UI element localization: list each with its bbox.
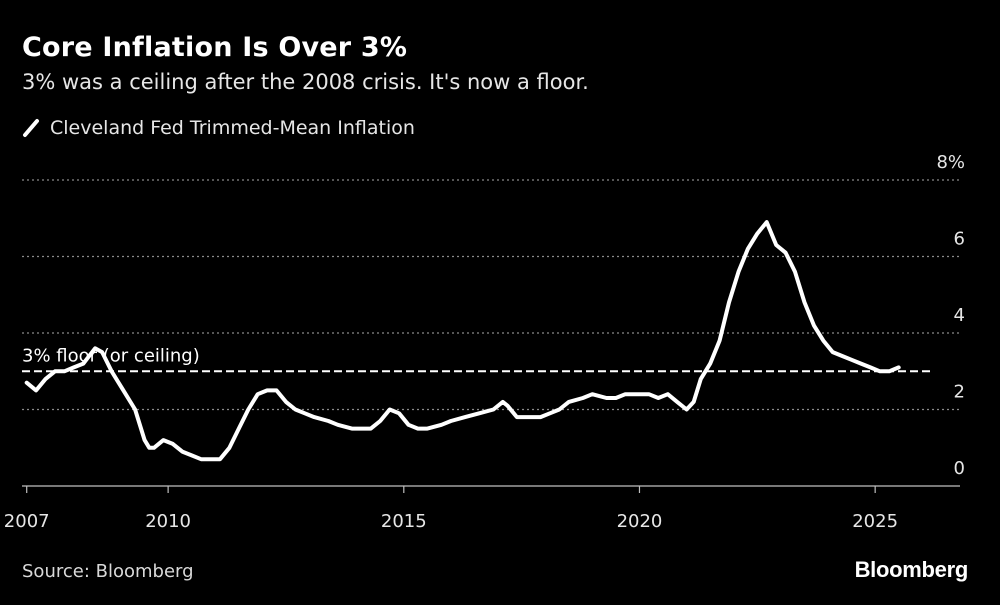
legend: Cleveland Fed Trimmed-Mean Inflation	[22, 116, 415, 140]
chart-subtitle: 3% was a ceiling after the 2008 crisis. …	[22, 70, 589, 94]
series-line-0	[24, 220, 901, 462]
source-note: Source: Bloomberg	[22, 561, 194, 582]
y-tick-label-0: 0	[954, 458, 965, 479]
x-tick-label-2015: 2015	[381, 511, 427, 532]
y-tick-label-4: 4	[954, 305, 965, 326]
x-tick-label-2010: 2010	[145, 511, 191, 532]
x-tick-label-2020: 2020	[617, 511, 663, 532]
chart-title: Core Inflation Is Over 3%	[22, 32, 408, 63]
brand-logo: Bloomberg	[854, 557, 969, 582]
x-tick-label-2007: 2007	[4, 511, 50, 532]
y-tick-label-8: 8%	[936, 152, 965, 173]
reference-line-label: 3% floor (or ceiling)	[22, 345, 200, 366]
x-tick-label-2025: 2025	[852, 511, 898, 532]
legend-label: Cleveland Fed Trimmed-Mean Inflation	[50, 117, 415, 139]
legend-swatch-icon	[23, 119, 39, 137]
y-tick-label-2: 2	[954, 382, 965, 403]
y-tick-label-6: 6	[954, 229, 965, 250]
